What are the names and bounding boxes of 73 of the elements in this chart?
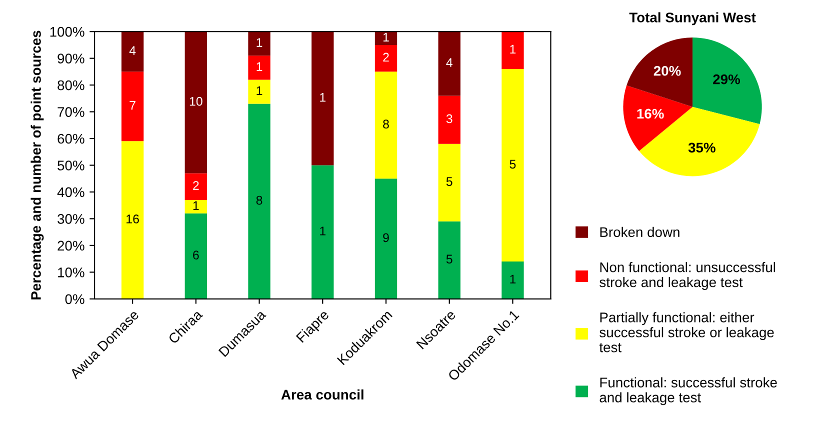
bar xyxy=(502,261,524,299)
annotation: 8 xyxy=(383,120,389,128)
legend-label: Partially functional: either successful stroke or leakage test xyxy=(599,312,774,352)
annotation: 5 xyxy=(510,160,516,169)
chart-title: Total Sunyani West xyxy=(629,12,756,26)
annotation: 2 xyxy=(193,181,199,190)
bar xyxy=(248,80,270,104)
annotation: 7 xyxy=(130,101,136,110)
y-tick-label: 40% xyxy=(57,187,84,198)
y-tick-label: 70% xyxy=(58,107,84,117)
y-tick-label: 90% xyxy=(58,54,84,64)
bar xyxy=(502,69,524,262)
pie-slice xyxy=(692,38,762,124)
bar xyxy=(121,141,144,299)
bar xyxy=(184,32,207,174)
bar xyxy=(248,104,270,299)
annotation: 1 xyxy=(510,274,516,284)
annotation: 1 xyxy=(256,86,262,95)
y-tick-label: 60% xyxy=(58,134,84,144)
bar xyxy=(248,32,270,56)
bar xyxy=(374,32,398,45)
y-tick-label: 30% xyxy=(58,214,84,224)
y-tick-label: 10% xyxy=(58,268,84,278)
annotation: 6 xyxy=(193,250,199,260)
annotation: 3 xyxy=(446,114,452,124)
data-label: 20% xyxy=(654,66,681,76)
bar xyxy=(438,144,460,222)
annotation: 8 xyxy=(256,196,262,205)
bar xyxy=(502,32,524,69)
annotation: 1 xyxy=(320,226,326,236)
x-axis-title: Area council xyxy=(281,389,364,400)
legend-label: Functional: successful stroke and leakage test xyxy=(600,377,777,406)
bar xyxy=(184,200,207,214)
pie-slice xyxy=(626,38,693,107)
bar xyxy=(248,56,270,80)
annotation: 9 xyxy=(383,233,389,242)
bar xyxy=(438,96,460,144)
annotation: 10 xyxy=(190,96,202,106)
annotation: 4 xyxy=(446,58,452,67)
annotation: 1 xyxy=(256,62,262,71)
annotation: 1 xyxy=(510,44,516,54)
bar xyxy=(312,165,334,299)
annotation: 1 xyxy=(256,38,262,47)
data-label: 35% xyxy=(688,142,716,153)
y-tick-label: 20% xyxy=(58,240,84,251)
y-tick-label: 0% xyxy=(65,294,84,304)
y-axis-title: Percentage and number of point sources xyxy=(30,30,44,300)
y-tick-label: 100% xyxy=(50,26,84,37)
y-tick-label: 80% xyxy=(58,80,84,90)
annotation: 1 xyxy=(383,32,389,42)
bar xyxy=(121,72,144,142)
annotation: 5 xyxy=(446,254,452,264)
bar xyxy=(374,44,398,72)
annotation: 1 xyxy=(320,93,326,102)
data-label: 29% xyxy=(713,74,740,84)
bar xyxy=(438,32,460,96)
pie-slice xyxy=(639,106,760,176)
bar xyxy=(312,32,334,166)
annotation: 1 xyxy=(193,201,199,210)
bar xyxy=(184,213,207,299)
bar xyxy=(184,173,207,200)
y-tick-label: 50% xyxy=(58,160,84,170)
annotation: 2 xyxy=(383,52,389,62)
bar xyxy=(438,221,460,299)
bar xyxy=(374,72,398,179)
annotation: 4 xyxy=(129,46,136,55)
data-label: 16% xyxy=(637,108,664,119)
legend-label: Broken down xyxy=(600,226,680,238)
bar xyxy=(374,178,398,299)
annotation: 5 xyxy=(446,177,452,186)
annotation: 16 xyxy=(126,214,139,224)
bar xyxy=(121,32,144,72)
legend-label: Non functional: unsuccessful stroke and leakage test xyxy=(600,262,776,290)
